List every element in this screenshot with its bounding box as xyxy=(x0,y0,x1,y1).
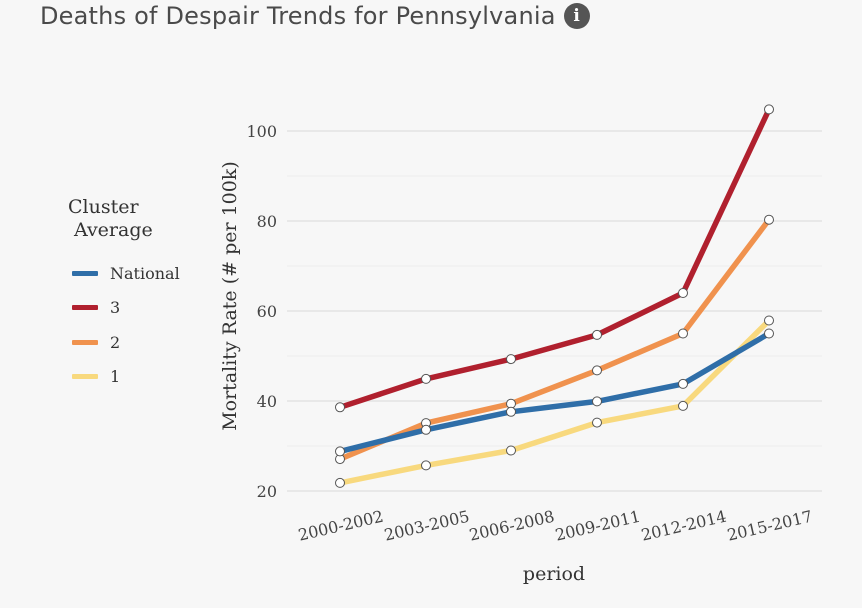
series-line-national[interactable] xyxy=(337,330,772,455)
data-point-1[interactable] xyxy=(592,417,602,428)
data-point-national[interactable] xyxy=(678,378,688,389)
data-point-national[interactable] xyxy=(335,446,345,457)
x-tick-label: 2009-2011 xyxy=(553,507,642,545)
legend-item-1[interactable]: 1 xyxy=(68,360,180,395)
legend-items: National 3 2 1 xyxy=(68,256,180,394)
data-point-3[interactable] xyxy=(764,104,774,115)
data-point-national[interactable] xyxy=(592,396,602,407)
legend-title: Cluster Average xyxy=(68,196,180,242)
data-point-national[interactable] xyxy=(421,424,431,435)
data-point-national[interactable] xyxy=(764,328,774,339)
y-tick-labels: 20 40 60 80 100 xyxy=(246,122,277,501)
x-axis-title: period xyxy=(523,563,585,585)
data-point-3[interactable] xyxy=(421,373,431,384)
legend-label: 3 xyxy=(110,298,121,318)
legend-label: 1 xyxy=(110,367,121,387)
series-points xyxy=(335,104,774,488)
y-tick-label: 40 xyxy=(257,392,277,411)
page-title: Deaths of Despair Trends for Pennsylvani… xyxy=(40,2,556,30)
x-tick-label: 2015-2017 xyxy=(725,507,814,545)
data-point-2[interactable] xyxy=(592,365,602,376)
data-point-3[interactable] xyxy=(592,329,602,340)
data-point-2[interactable] xyxy=(764,214,774,225)
data-point-1[interactable] xyxy=(678,400,688,411)
x-tick-label: 2006-2008 xyxy=(467,507,556,545)
x-tick-label: 2012-2014 xyxy=(639,507,728,545)
x-tick-labels: 2000-20022003-20052006-20082009-20112012… xyxy=(296,507,814,545)
legend-title-line-2: Average xyxy=(74,219,153,241)
legend: Cluster Average National 3 2 1 xyxy=(68,196,180,394)
x-tick-label: 2000-2002 xyxy=(296,507,385,545)
data-point-3[interactable] xyxy=(335,402,345,413)
series-line-1[interactable] xyxy=(337,317,772,486)
legend-swatch xyxy=(72,339,98,345)
title-row: Deaths of Despair Trends for Pennsylvani… xyxy=(40,2,590,30)
series-lines xyxy=(337,106,772,486)
data-point-3[interactable] xyxy=(506,354,516,365)
y-tick-label: 80 xyxy=(257,212,277,231)
data-point-1[interactable] xyxy=(335,477,345,488)
legend-label: 2 xyxy=(110,332,121,352)
legend-item-2[interactable]: 2 xyxy=(68,325,180,360)
y-axis-title: Mortality Rate (# per 100k) xyxy=(219,161,241,431)
data-point-1[interactable] xyxy=(764,315,774,326)
y-tick-label: 100 xyxy=(246,122,277,141)
y-tick-label: 60 xyxy=(257,302,277,321)
data-point-1[interactable] xyxy=(506,445,516,456)
data-point-1[interactable] xyxy=(421,460,431,471)
legend-label: National xyxy=(110,263,180,283)
series-line-3[interactable] xyxy=(337,106,772,411)
y-tick-label: 20 xyxy=(257,482,277,501)
data-point-3[interactable] xyxy=(678,288,688,298)
legend-title-line-1: Cluster xyxy=(68,196,139,218)
legend-item-national[interactable]: National xyxy=(68,256,180,291)
legend-item-3[interactable]: 3 xyxy=(68,291,180,326)
info-icon[interactable]: i xyxy=(563,3,590,29)
legend-swatch xyxy=(72,374,98,380)
x-tick-label: 2003-2005 xyxy=(382,507,471,545)
series-line-2[interactable] xyxy=(337,216,772,462)
data-point-national[interactable] xyxy=(506,406,516,417)
legend-swatch xyxy=(72,305,98,311)
legend-swatch xyxy=(72,270,98,276)
data-point-2[interactable] xyxy=(678,328,688,339)
